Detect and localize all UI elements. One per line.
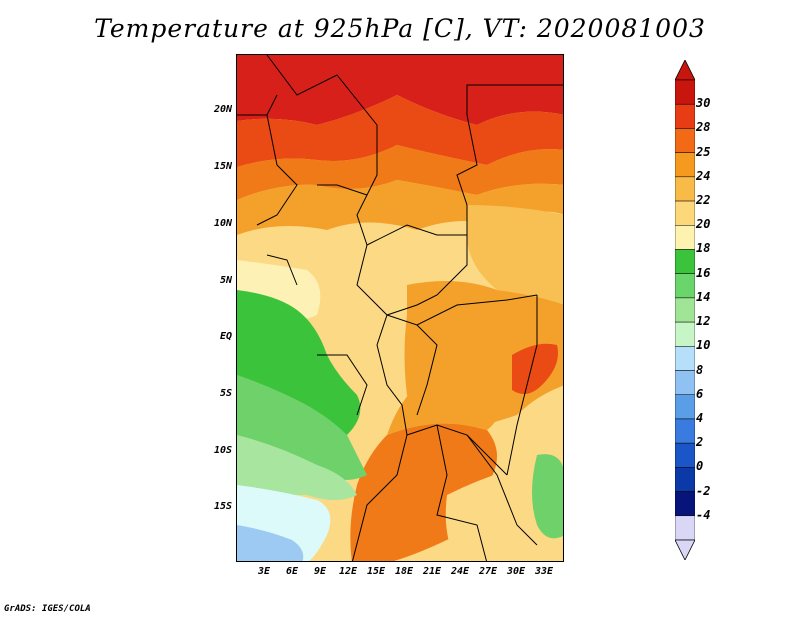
colorbar-cell xyxy=(675,128,695,153)
colorbar-tick-label: 30 xyxy=(696,96,711,111)
lon-label: 33E xyxy=(534,566,554,577)
colorbar-cell xyxy=(675,103,695,129)
border-line xyxy=(266,55,563,316)
lat-label: 5S xyxy=(219,388,232,399)
colorbar-tick-label: 4 xyxy=(696,410,704,425)
region-12 xyxy=(237,435,357,500)
colorbar-tick-label: 22 xyxy=(696,193,711,208)
colorbar-cell xyxy=(675,370,695,395)
border-line xyxy=(406,424,508,476)
colorbar-cell xyxy=(675,418,695,444)
border-line xyxy=(466,434,538,546)
colorbar-bottom-arrow xyxy=(675,539,695,560)
lon-label: 27E xyxy=(478,566,498,577)
border-line xyxy=(256,114,298,226)
region-16-se xyxy=(532,454,563,539)
border-line xyxy=(386,294,538,326)
region-28 xyxy=(237,95,563,167)
colorbar-tick-label: 12 xyxy=(696,314,711,329)
colorbar-cell xyxy=(675,394,695,420)
colorbar-top-arrow xyxy=(675,60,695,81)
region-28-lakes xyxy=(512,343,558,394)
colorbar-tick-label: 8 xyxy=(696,362,704,377)
border-line xyxy=(506,295,538,476)
colorbar xyxy=(675,60,695,560)
colorbar-cell xyxy=(675,467,695,492)
lat-label: 5N xyxy=(219,275,232,286)
lon-label: 9E xyxy=(313,566,327,577)
credit-text: GrADS: IGES/COLA xyxy=(4,604,91,614)
border-line xyxy=(416,324,438,416)
lat-label: 10S xyxy=(213,445,232,456)
border-line xyxy=(366,224,467,246)
colorbar-tick-label: -4 xyxy=(696,507,711,522)
border-line xyxy=(266,254,298,286)
temperature-map xyxy=(237,55,563,561)
colorbar-cell xyxy=(675,346,695,371)
lon-label: 24E xyxy=(450,566,470,577)
lon-label: 12E xyxy=(338,566,358,577)
border-line xyxy=(436,424,487,561)
lat-label: EQ xyxy=(219,331,232,342)
colorbar-tick-label: 16 xyxy=(696,265,711,280)
colorbar-cell xyxy=(675,273,695,299)
region-24-south xyxy=(387,380,501,435)
colorbar-tick-label: 25 xyxy=(696,144,711,159)
colorbar-tick-label: -2 xyxy=(696,483,711,498)
lat-label: 20N xyxy=(213,104,232,115)
colorbar-cell xyxy=(675,176,695,202)
colorbar-tick-label: 14 xyxy=(696,289,711,304)
lon-label: 30E xyxy=(506,566,526,577)
colorbar-tick-label: 10 xyxy=(696,338,711,353)
colorbar-cell xyxy=(675,225,695,250)
lon-label: 3E xyxy=(257,566,271,577)
colorbar-tick-label: 28 xyxy=(696,120,711,135)
colorbar-tick-label: 18 xyxy=(696,241,711,256)
region-8 xyxy=(237,525,304,561)
colorbar-cell xyxy=(675,442,695,468)
colorbar-tick-label: 2 xyxy=(696,435,704,450)
colorbar-tick-label: 0 xyxy=(696,459,704,474)
colorbar-cell xyxy=(675,152,695,178)
lat-label: 15N xyxy=(213,161,232,172)
border-line xyxy=(352,314,408,561)
colorbar-cell xyxy=(675,79,695,105)
colorbar-tick-label: 6 xyxy=(696,386,704,401)
lon-label: 21E xyxy=(422,566,442,577)
lat-label: 10N xyxy=(213,218,232,229)
colorbar-tick-label: 24 xyxy=(696,168,711,183)
lat-label: 15S xyxy=(213,501,232,512)
region-22-east xyxy=(467,205,563,305)
chart-title: Temperature at 925hPa [C], VT: 202008100… xyxy=(94,14,706,43)
colorbar-cell xyxy=(675,200,695,226)
border-line xyxy=(317,184,368,196)
lon-label: 18E xyxy=(394,566,414,577)
colorbar-tick-label: 20 xyxy=(696,217,711,232)
colorbar-cell xyxy=(675,515,695,541)
region-30 xyxy=(237,55,563,125)
region-25-north xyxy=(237,145,563,200)
colorbar-cell xyxy=(675,249,695,274)
colorbar-cell xyxy=(675,321,695,347)
colorbar-cell xyxy=(675,297,695,323)
border-line xyxy=(317,354,368,416)
lon-label: 6E xyxy=(285,566,299,577)
colorbar-cell xyxy=(675,491,695,517)
map-frame xyxy=(236,54,564,562)
lon-label: 15E xyxy=(366,566,386,577)
